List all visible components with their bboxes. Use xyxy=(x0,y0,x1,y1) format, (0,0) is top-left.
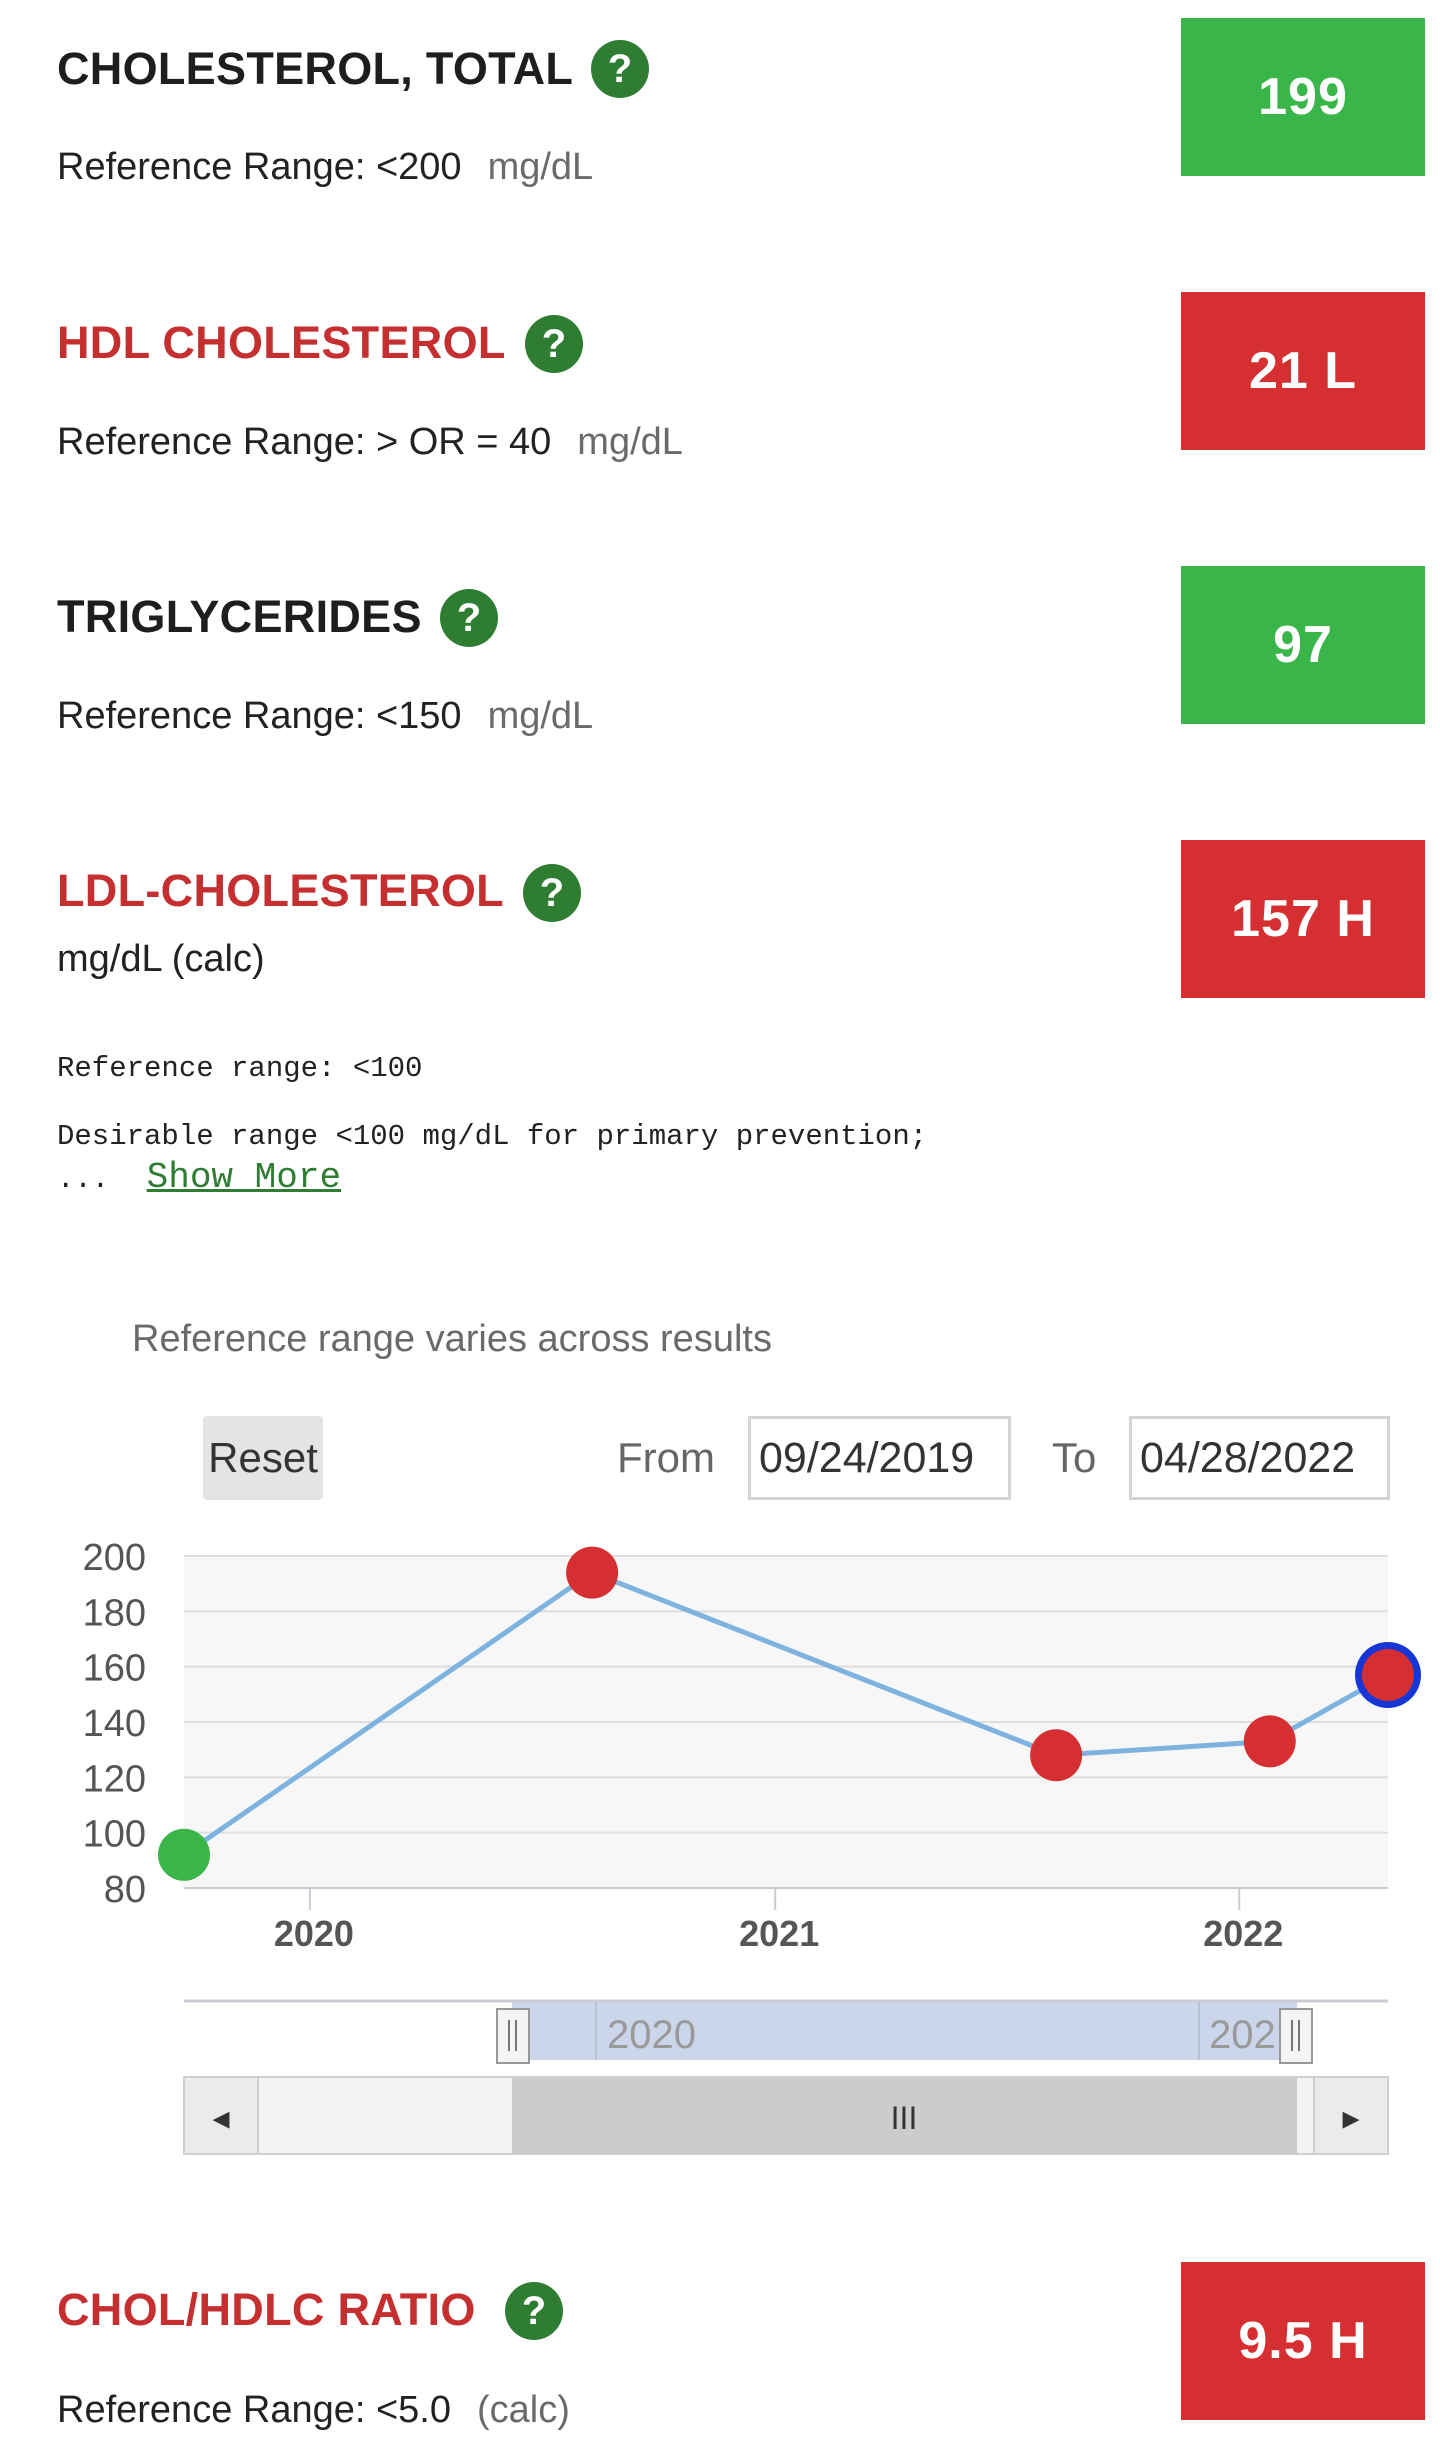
y-tick-label: 160 xyxy=(83,1648,146,1690)
scroll-grip-icon: III xyxy=(891,2100,918,2136)
comment-truncated: ... Show More xyxy=(57,1160,341,1196)
comment-text: Desirable range <100 mg/dL for primary p… xyxy=(57,1120,928,1153)
test-name: HDL CHOLESTEROL xyxy=(57,317,506,368)
result-value-badge: 21 L xyxy=(1181,292,1425,450)
navigator-left-handle[interactable] xyxy=(496,2008,530,2064)
ellipsis: ... xyxy=(57,1163,110,1196)
navigator-right-handle[interactable] xyxy=(1279,2008,1313,2064)
reference-range-text: Reference range: <100 xyxy=(57,1052,423,1085)
test-name: CHOLESTEROL, TOTAL xyxy=(57,43,574,94)
navigator-label-2022: 202 xyxy=(1209,2013,1276,2057)
y-tick-label: 200 xyxy=(83,1537,146,1579)
from-label: From xyxy=(617,1434,715,1481)
data-point[interactable] xyxy=(158,1828,210,1881)
x-axis: 2020 2021 2022 xyxy=(184,1887,1388,1954)
chevron-left-icon: ◂ xyxy=(212,2098,229,2138)
reference-range: Reference Range: <150 mg/dL xyxy=(57,697,593,735)
data-point[interactable] xyxy=(566,1546,619,1599)
to-date-input[interactable]: 04/28/2022 xyxy=(1129,1416,1390,1500)
unit: mg/dL xyxy=(487,146,594,188)
x-tick-label: 2022 xyxy=(1203,1913,1283,1954)
show-more-link[interactable]: Show More xyxy=(146,1157,342,1198)
unit-line: mg/dL (calc) xyxy=(57,938,265,980)
chart-navigator[interactable]: 2020 202 xyxy=(184,1999,1388,2064)
help-icon[interactable]: ? xyxy=(505,2282,563,2340)
reference-range: Reference Range: > OR = 40 mg/dL xyxy=(57,423,683,461)
chevron-right-icon: ▸ xyxy=(1342,2098,1359,2138)
reference-range-varies-note: Reference range varies across results xyxy=(132,1318,772,1360)
reference-range: Reference Range: <5.0 (calc) xyxy=(57,2391,570,2429)
data-point[interactable] xyxy=(1362,1648,1414,1701)
y-tick-label: 80 xyxy=(104,1869,146,1911)
chart-scrollbar[interactable]: ◂ III ▸ xyxy=(183,2076,1389,2155)
reference-range-label: Reference Range: > OR = 40 xyxy=(57,421,552,463)
y-tick-label: 180 xyxy=(83,1592,146,1634)
help-icon[interactable]: ? xyxy=(523,864,581,922)
unit: mg/dL xyxy=(487,695,594,737)
help-icon[interactable]: ? xyxy=(440,589,498,647)
unit: mg/dL xyxy=(577,421,683,463)
result-value-badge: 199 xyxy=(1181,18,1425,176)
to-label: To xyxy=(1052,1434,1097,1481)
scrollbar-thumb[interactable] xyxy=(512,2077,1297,2154)
test-name: CHOL/HDLC RATIO xyxy=(57,2284,476,2335)
y-axis: 80 100 120 140 160 180 200 xyxy=(83,1537,146,1911)
result-value-badge: 9.5 H xyxy=(1181,2262,1425,2420)
y-tick-label: 140 xyxy=(83,1703,146,1745)
navigator-label-2020: 2020 xyxy=(607,2013,696,2057)
data-point[interactable] xyxy=(1243,1715,1296,1768)
unit: (calc) xyxy=(477,2389,570,2431)
navigator-selected-range[interactable] xyxy=(512,2002,1297,2060)
help-icon[interactable]: ? xyxy=(525,315,583,373)
x-tick-label: 2020 xyxy=(274,1913,354,1954)
scroll-left-button[interactable] xyxy=(183,2076,259,2155)
help-icon[interactable]: ? xyxy=(591,40,649,98)
reference-range-label: Reference Range: <200 xyxy=(57,146,462,188)
test-name: TRIGLYCERIDES xyxy=(57,591,422,642)
scroll-right-button[interactable] xyxy=(1313,2076,1389,2155)
reference-range: Reference Range: <200 mg/dL xyxy=(57,148,593,186)
data-point[interactable] xyxy=(1030,1729,1083,1782)
test-name: LDL-CHOLESTEROL xyxy=(57,865,504,916)
result-value-badge: 157 H xyxy=(1181,840,1425,998)
ldl-trend-chart[interactable]: 80 100 120 140 160 180 200 2020 2021 2022 2020 2… xyxy=(0,1520,1440,2170)
result-value-badge: 97 xyxy=(1181,566,1425,724)
reset-zoom-button[interactable]: Reset xyxy=(203,1416,323,1500)
y-tick-label: 120 xyxy=(83,1758,146,1800)
data-points[interactable] xyxy=(158,1546,1421,1881)
reference-range-label: Reference Range: <5.0 xyxy=(57,2389,451,2431)
from-date-input[interactable]: 09/24/2019 xyxy=(748,1416,1011,1500)
y-tick-label: 100 xyxy=(83,1814,146,1856)
reference-range-label: Reference Range: <150 xyxy=(57,695,462,737)
x-tick-label: 2021 xyxy=(739,1913,819,1954)
